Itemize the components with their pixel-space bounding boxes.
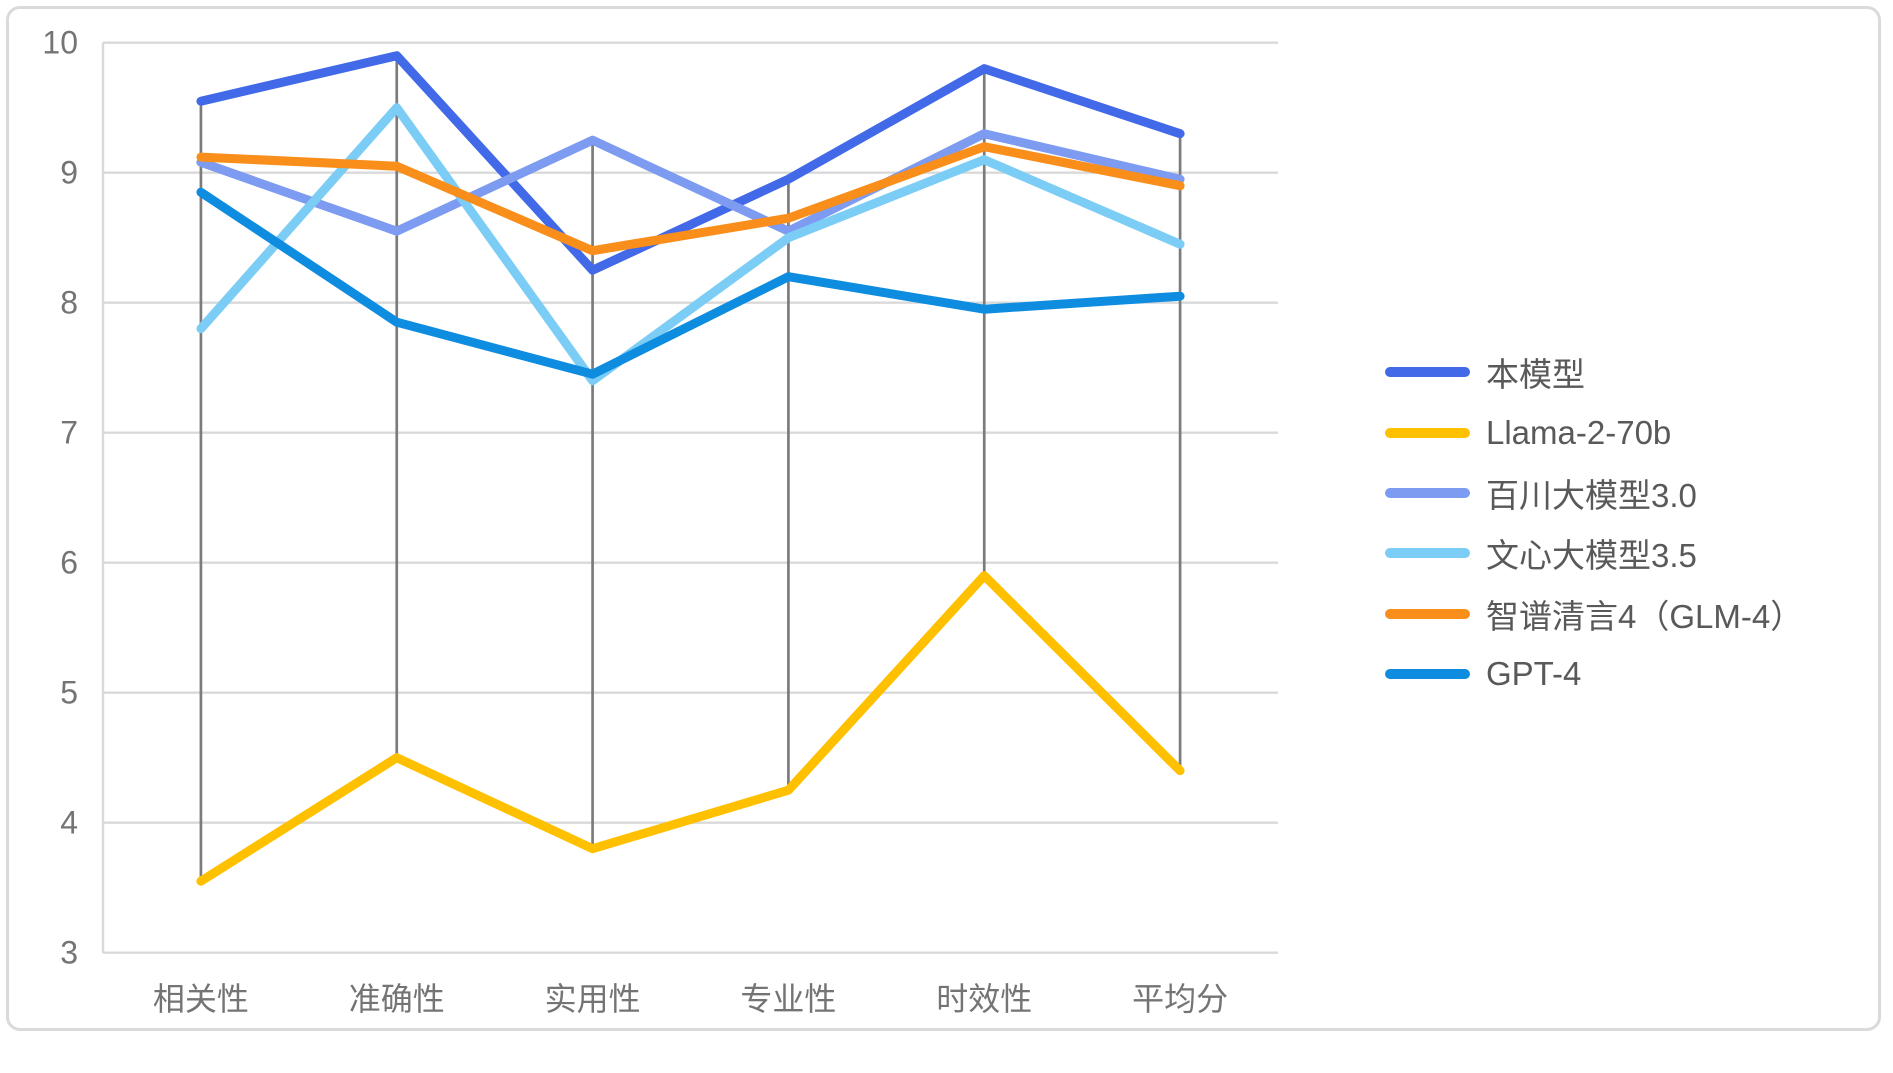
- series-line: [196, 571, 1185, 886]
- series-line: [196, 51, 1185, 275]
- legend-item: 智谱清言4（GLM-4）: [1385, 584, 1803, 644]
- y-tick-label: 5: [60, 675, 78, 711]
- y-tick-label: 6: [60, 545, 78, 581]
- legend-swatch: [1385, 608, 1470, 619]
- y-tick-label: 8: [60, 285, 78, 321]
- legend-swatch: [1385, 487, 1470, 498]
- legend-item: 百川大模型3.0: [1385, 463, 1803, 523]
- x-category-label: 相关性: [153, 981, 249, 1017]
- legend-swatch: [1385, 548, 1470, 559]
- y-tick-label: 10: [42, 25, 78, 61]
- x-category-label: 平均分: [1132, 981, 1228, 1017]
- y-tick-label: 3: [60, 935, 78, 971]
- legend-item: GPT-4: [1385, 644, 1803, 704]
- series-line: [196, 129, 1185, 236]
- legend-label: 百川大模型3.0: [1486, 476, 1697, 514]
- legend-item: 本模型: [1385, 342, 1803, 402]
- y-tick-label: 9: [60, 155, 78, 191]
- legend: 本模型 Llama-2-70b 百川大模型3.0 文心大模型3.5 智谱清言4（GLM-…: [1385, 342, 1803, 704]
- legend-swatch: [1385, 367, 1470, 378]
- legend-label: GPT-4: [1486, 655, 1582, 693]
- legend-swatch: [1385, 669, 1470, 680]
- x-category-label: 实用性: [545, 981, 641, 1017]
- legend-label: Llama-2-70b: [1486, 413, 1672, 451]
- x-category-label: 专业性: [740, 981, 836, 1017]
- legend-label: 文心大模型3.5: [1486, 537, 1697, 575]
- legend-swatch: [1385, 427, 1470, 438]
- y-tick-label: 4: [60, 805, 78, 841]
- legend-label: 智谱清言4（GLM-4）: [1486, 597, 1804, 635]
- legend-item: 文心大模型3.5: [1385, 523, 1803, 583]
- legend-item: Llama-2-70b: [1385, 402, 1803, 462]
- series-line: [196, 187, 1185, 379]
- y-tick-label: 7: [60, 415, 78, 451]
- series-line: [196, 103, 1185, 386]
- x-category-label: 时效性: [936, 981, 1032, 1017]
- legend-label: 本模型: [1486, 356, 1585, 394]
- series-line: [196, 142, 1185, 256]
- x-category-label: 准确性: [349, 981, 445, 1017]
